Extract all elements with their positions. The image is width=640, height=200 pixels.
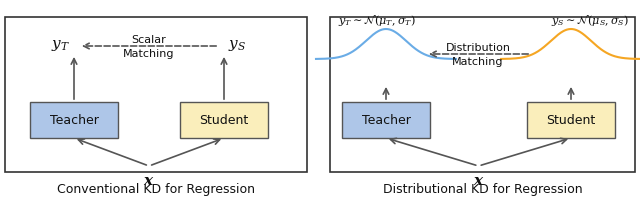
Text: $\mathit{y}_T$: $\mathit{y}_T$ xyxy=(51,38,70,53)
Text: $\mathit{y}_S \sim \mathcal{N}(\mu_S, \sigma_S)$: $\mathit{y}_S \sim \mathcal{N}(\mu_S, \s… xyxy=(551,13,629,28)
Text: Teacher: Teacher xyxy=(362,114,410,127)
FancyBboxPatch shape xyxy=(342,102,430,138)
FancyBboxPatch shape xyxy=(330,18,635,172)
Text: $\boldsymbol{x}$: $\boldsymbol{x}$ xyxy=(143,172,155,187)
FancyBboxPatch shape xyxy=(5,18,307,172)
FancyBboxPatch shape xyxy=(30,102,118,138)
Text: Conventional KD for Regression: Conventional KD for Regression xyxy=(57,182,255,195)
Text: Student: Student xyxy=(200,114,248,127)
Text: Distributional KD for Regression: Distributional KD for Regression xyxy=(383,182,582,195)
Text: Matching: Matching xyxy=(452,57,504,67)
FancyBboxPatch shape xyxy=(527,102,615,138)
Text: $\boldsymbol{x}$: $\boldsymbol{x}$ xyxy=(473,172,484,187)
Text: Teacher: Teacher xyxy=(49,114,99,127)
FancyBboxPatch shape xyxy=(180,102,268,138)
Text: Student: Student xyxy=(547,114,596,127)
Text: Scalar: Scalar xyxy=(132,35,166,45)
Text: Matching: Matching xyxy=(124,49,175,59)
Text: $\mathit{y}_T \sim \mathcal{N}(\mu_T, \sigma_T)$: $\mathit{y}_T \sim \mathcal{N}(\mu_T, \s… xyxy=(338,13,416,28)
Text: Distribution: Distribution xyxy=(445,43,511,53)
Text: $\mathit{y}_S$: $\mathit{y}_S$ xyxy=(228,38,246,53)
